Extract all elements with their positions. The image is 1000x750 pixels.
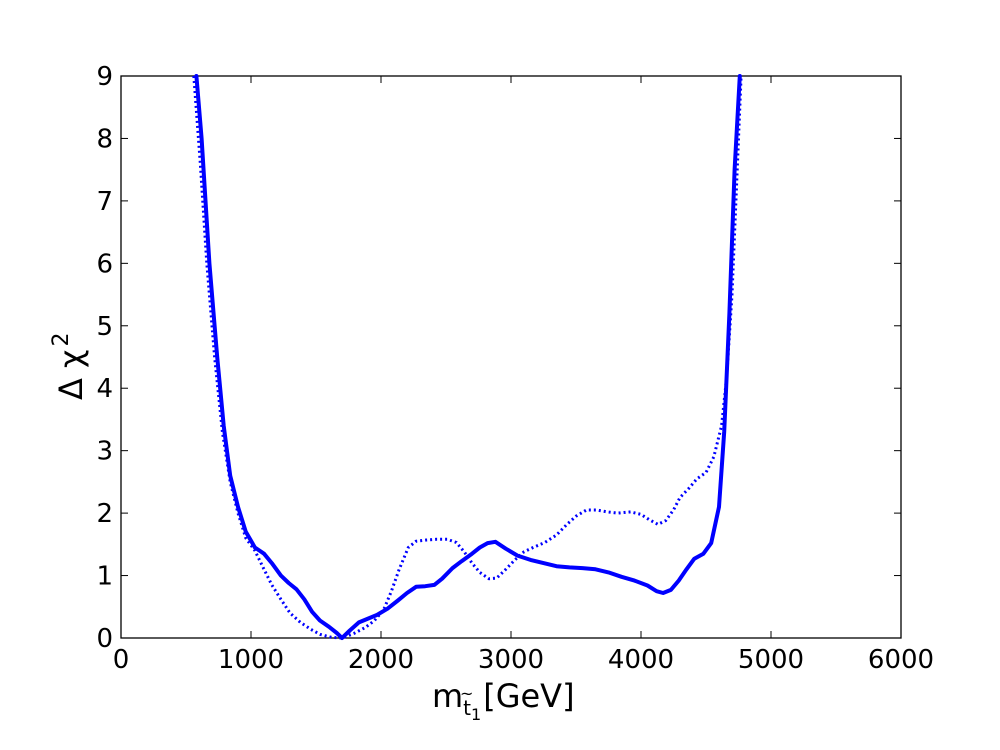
x-axis-label-sub1: t [463,696,471,720]
y-tick-label: 0 [96,624,113,654]
x-axis-label-tilde: ~ [460,684,473,703]
x-tick-label: 6000 [868,645,934,675]
x-tick-label: 1000 [218,645,284,675]
y-axis-label-sup: 2 [49,332,74,346]
x-axis-label-sub2: 1 [471,705,481,724]
y-axis-label-main: Δ χ [52,349,90,400]
x-tick-label: 4000 [608,645,674,675]
y-tick-label: 6 [96,249,113,279]
y-tick-label: 3 [96,437,113,467]
y-tick-label: 9 [96,62,113,92]
series-group [192,74,743,640]
y-ticks: 0 1 2 3 4 5 6 7 8 9 [96,62,901,654]
x-tick-label: 5000 [738,645,804,675]
x-tick-label: 0 [113,645,130,675]
y-tick-label: 7 [96,187,113,217]
y-tick-label: 2 [96,499,113,529]
x-tick-label: 3000 [478,645,544,675]
y-axis-label: Δ χ 2 [49,332,90,400]
series-line-dotted [192,75,743,640]
x-axis-label-unit: [GeV] [483,677,574,715]
series-line-solid [194,74,742,640]
y-tick-label: 5 [96,312,113,342]
x-tick-label: 2000 [348,645,414,675]
x-axis-label-main: m [432,677,463,715]
x-ticks: 0 1000 2000 3000 4000 5000 6000 [113,76,934,675]
y-tick-label: 1 [96,562,113,592]
x-axis-label: mt1[GeV] [432,677,575,724]
y-tick-label: 8 [96,124,113,154]
y-tick-label: 4 [96,374,113,404]
